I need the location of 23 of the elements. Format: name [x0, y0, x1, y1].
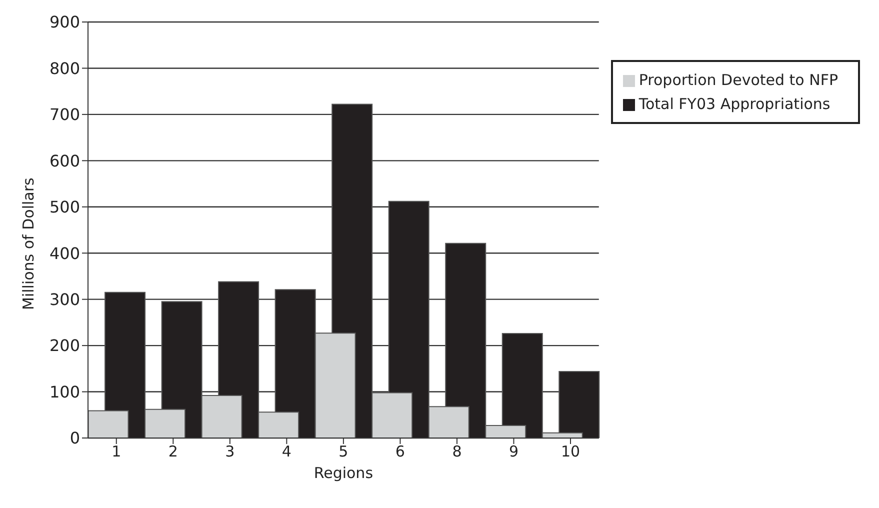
x-tick-label: 6 [395, 442, 405, 461]
y-tick-label: 200 [49, 336, 80, 356]
x-axis-title: Regions [314, 464, 374, 482]
x-tick-label: 3 [225, 442, 235, 461]
x-tick-label: 8 [452, 442, 462, 461]
y-tick-label: 900 [49, 12, 80, 32]
y-tick-label: 800 [49, 58, 80, 78]
y-tick-label: 600 [49, 151, 80, 170]
x-tick-label: 5 [338, 442, 348, 461]
x-tick-label: 10 [560, 442, 580, 461]
y-tick-label: 0 [70, 428, 80, 448]
x-tick-label: 4 [282, 442, 292, 461]
x-tick-label: 1 [112, 442, 122, 461]
y-axis-title: Millions of Dollars [19, 177, 38, 310]
y-tick-label: 400 [49, 244, 80, 263]
y-tick-label: 100 [49, 382, 80, 402]
y-tick-label: 300 [49, 290, 80, 310]
y-tick-label: 500 [49, 198, 80, 217]
y-tick-label: 700 [49, 105, 80, 124]
x-tick-label: 9 [508, 442, 519, 461]
legend-label: Total FY03 Appropriations [638, 95, 830, 113]
x-tick-label: 2 [168, 442, 178, 461]
legend-label: Proportion Devoted to NFP [638, 71, 838, 89]
